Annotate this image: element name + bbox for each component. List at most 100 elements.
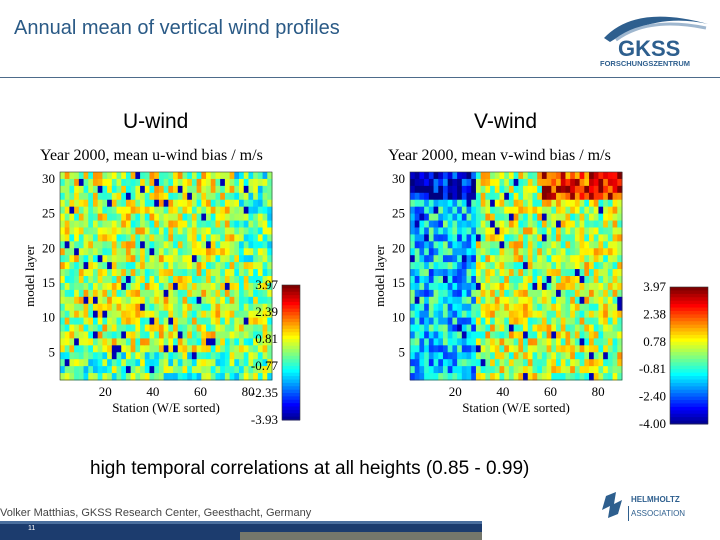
heatmap-cell: [140, 338, 146, 346]
heatmap-cell: [438, 276, 444, 284]
heatmap-cell: [438, 345, 444, 353]
heatmap-cell: [253, 234, 259, 242]
heatmap-cell: [598, 234, 604, 242]
heatmap-cell: [419, 282, 425, 291]
heatmap-cell: [262, 310, 268, 319]
heatmap-cell: [234, 331, 240, 339]
heatmap-cell: [560, 338, 566, 346]
heatmap-cell: [267, 185, 273, 194]
heatmap-cell: [414, 213, 420, 222]
heatmap-cell: [168, 262, 174, 270]
heatmap-cell: [111, 248, 118, 256]
heatmap-cell: [560, 324, 566, 332]
heatmap-cell: [584, 366, 590, 374]
heatmap-cell: [78, 276, 85, 284]
heatmap-cell: [499, 324, 505, 332]
heatmap-cell: [466, 255, 472, 263]
heatmap-cell: [513, 199, 519, 208]
heatmap-cell: [125, 359, 132, 367]
heatmap-cell: [523, 366, 529, 374]
heatmap-cell: [102, 289, 108, 298]
heatmap-cell: [173, 276, 179, 284]
heatmap-cell: [224, 276, 231, 284]
heatmap-cell: [414, 185, 420, 194]
heatmap-cell: [579, 220, 585, 228]
heatmap-cell: [206, 234, 212, 242]
heatmap-cell: [215, 303, 221, 312]
heatmap-cell: [121, 359, 127, 367]
heatmap-cell: [607, 206, 614, 215]
heatmap-cell: [480, 241, 486, 249]
colorbar-step: [670, 328, 708, 333]
heatmap-cell: [88, 192, 94, 201]
y-tick-label: 10: [42, 310, 55, 325]
heatmap-cell: [480, 206, 486, 215]
heatmap-cell: [513, 310, 519, 319]
heatmap-cell: [593, 206, 599, 215]
heatmap-cell: [64, 227, 70, 235]
heatmap-cell: [527, 352, 533, 360]
heatmap-cell: [419, 324, 425, 332]
heatmap-cell: [603, 262, 609, 270]
heatmap-cell: [239, 324, 245, 332]
heatmap-cell: [518, 206, 524, 215]
heatmap-cell: [102, 192, 108, 201]
heatmap-cell: [419, 213, 425, 222]
heatmap-cell: [499, 262, 505, 270]
heatmap-cell: [234, 220, 240, 228]
heatmap-cell: [78, 255, 85, 263]
heatmap-cell: [69, 303, 75, 312]
heatmap-cell: [116, 192, 122, 201]
heatmap-cell: [224, 213, 231, 222]
heatmap-cell: [447, 366, 453, 374]
heatmap-cell: [457, 255, 463, 263]
heatmap-cell: [229, 359, 235, 367]
heatmap-cell: [471, 269, 477, 277]
heatmap-cell: [461, 352, 468, 360]
heatmap-cell: [158, 255, 165, 263]
heatmap-cell: [88, 248, 94, 256]
heatmap-cell: [560, 213, 566, 222]
heatmap-cell: [494, 303, 501, 312]
heatmap-cell: [419, 234, 425, 242]
heatmap-cell: [499, 345, 505, 353]
heatmap-cell: [607, 331, 614, 339]
heatmap-cell: [490, 331, 496, 339]
heatmap-cell: [182, 338, 188, 346]
heatmap-cell: [121, 227, 127, 235]
heatmap-cell: [144, 241, 151, 249]
heatmap-cell: [243, 317, 249, 326]
heatmap-cell: [140, 192, 146, 201]
heatmap-cell: [442, 185, 449, 194]
heatmap-cell: [191, 206, 198, 215]
colorbar-step: [282, 393, 300, 397]
heatmap-cell: [135, 255, 141, 263]
heatmap-cell: [267, 373, 273, 381]
heatmap-cell: [210, 324, 216, 332]
heatmap-cell: [182, 324, 188, 332]
colorbar-step: [670, 417, 708, 422]
heatmap-cell: [102, 199, 108, 208]
heatmap-cell: [546, 366, 552, 374]
heatmap-cell: [144, 213, 151, 222]
y-tick-label: 20: [392, 240, 405, 255]
heatmap-cell: [424, 234, 430, 242]
heatmap-cell: [102, 172, 108, 180]
heatmap-cell: [215, 262, 221, 270]
heatmap-cell: [187, 227, 193, 235]
heatmap-cell: [144, 373, 151, 381]
heatmap-cell: [452, 282, 458, 291]
heatmap-cell: [466, 282, 472, 291]
heatmap-cell: [149, 303, 155, 312]
heatmap-cell: [74, 269, 80, 277]
heatmap-cell: [196, 269, 202, 277]
heatmap-cell: [248, 227, 254, 235]
heatmap-cell: [433, 352, 439, 360]
heatmap-cell: [541, 317, 548, 326]
heatmap-cell: [419, 227, 425, 235]
heatmap-cell: [593, 248, 599, 256]
heatmap-cell: [556, 241, 562, 249]
heatmap-cell: [466, 241, 472, 249]
heatmap-cell: [589, 206, 595, 215]
heatmap-cell: [452, 248, 458, 256]
